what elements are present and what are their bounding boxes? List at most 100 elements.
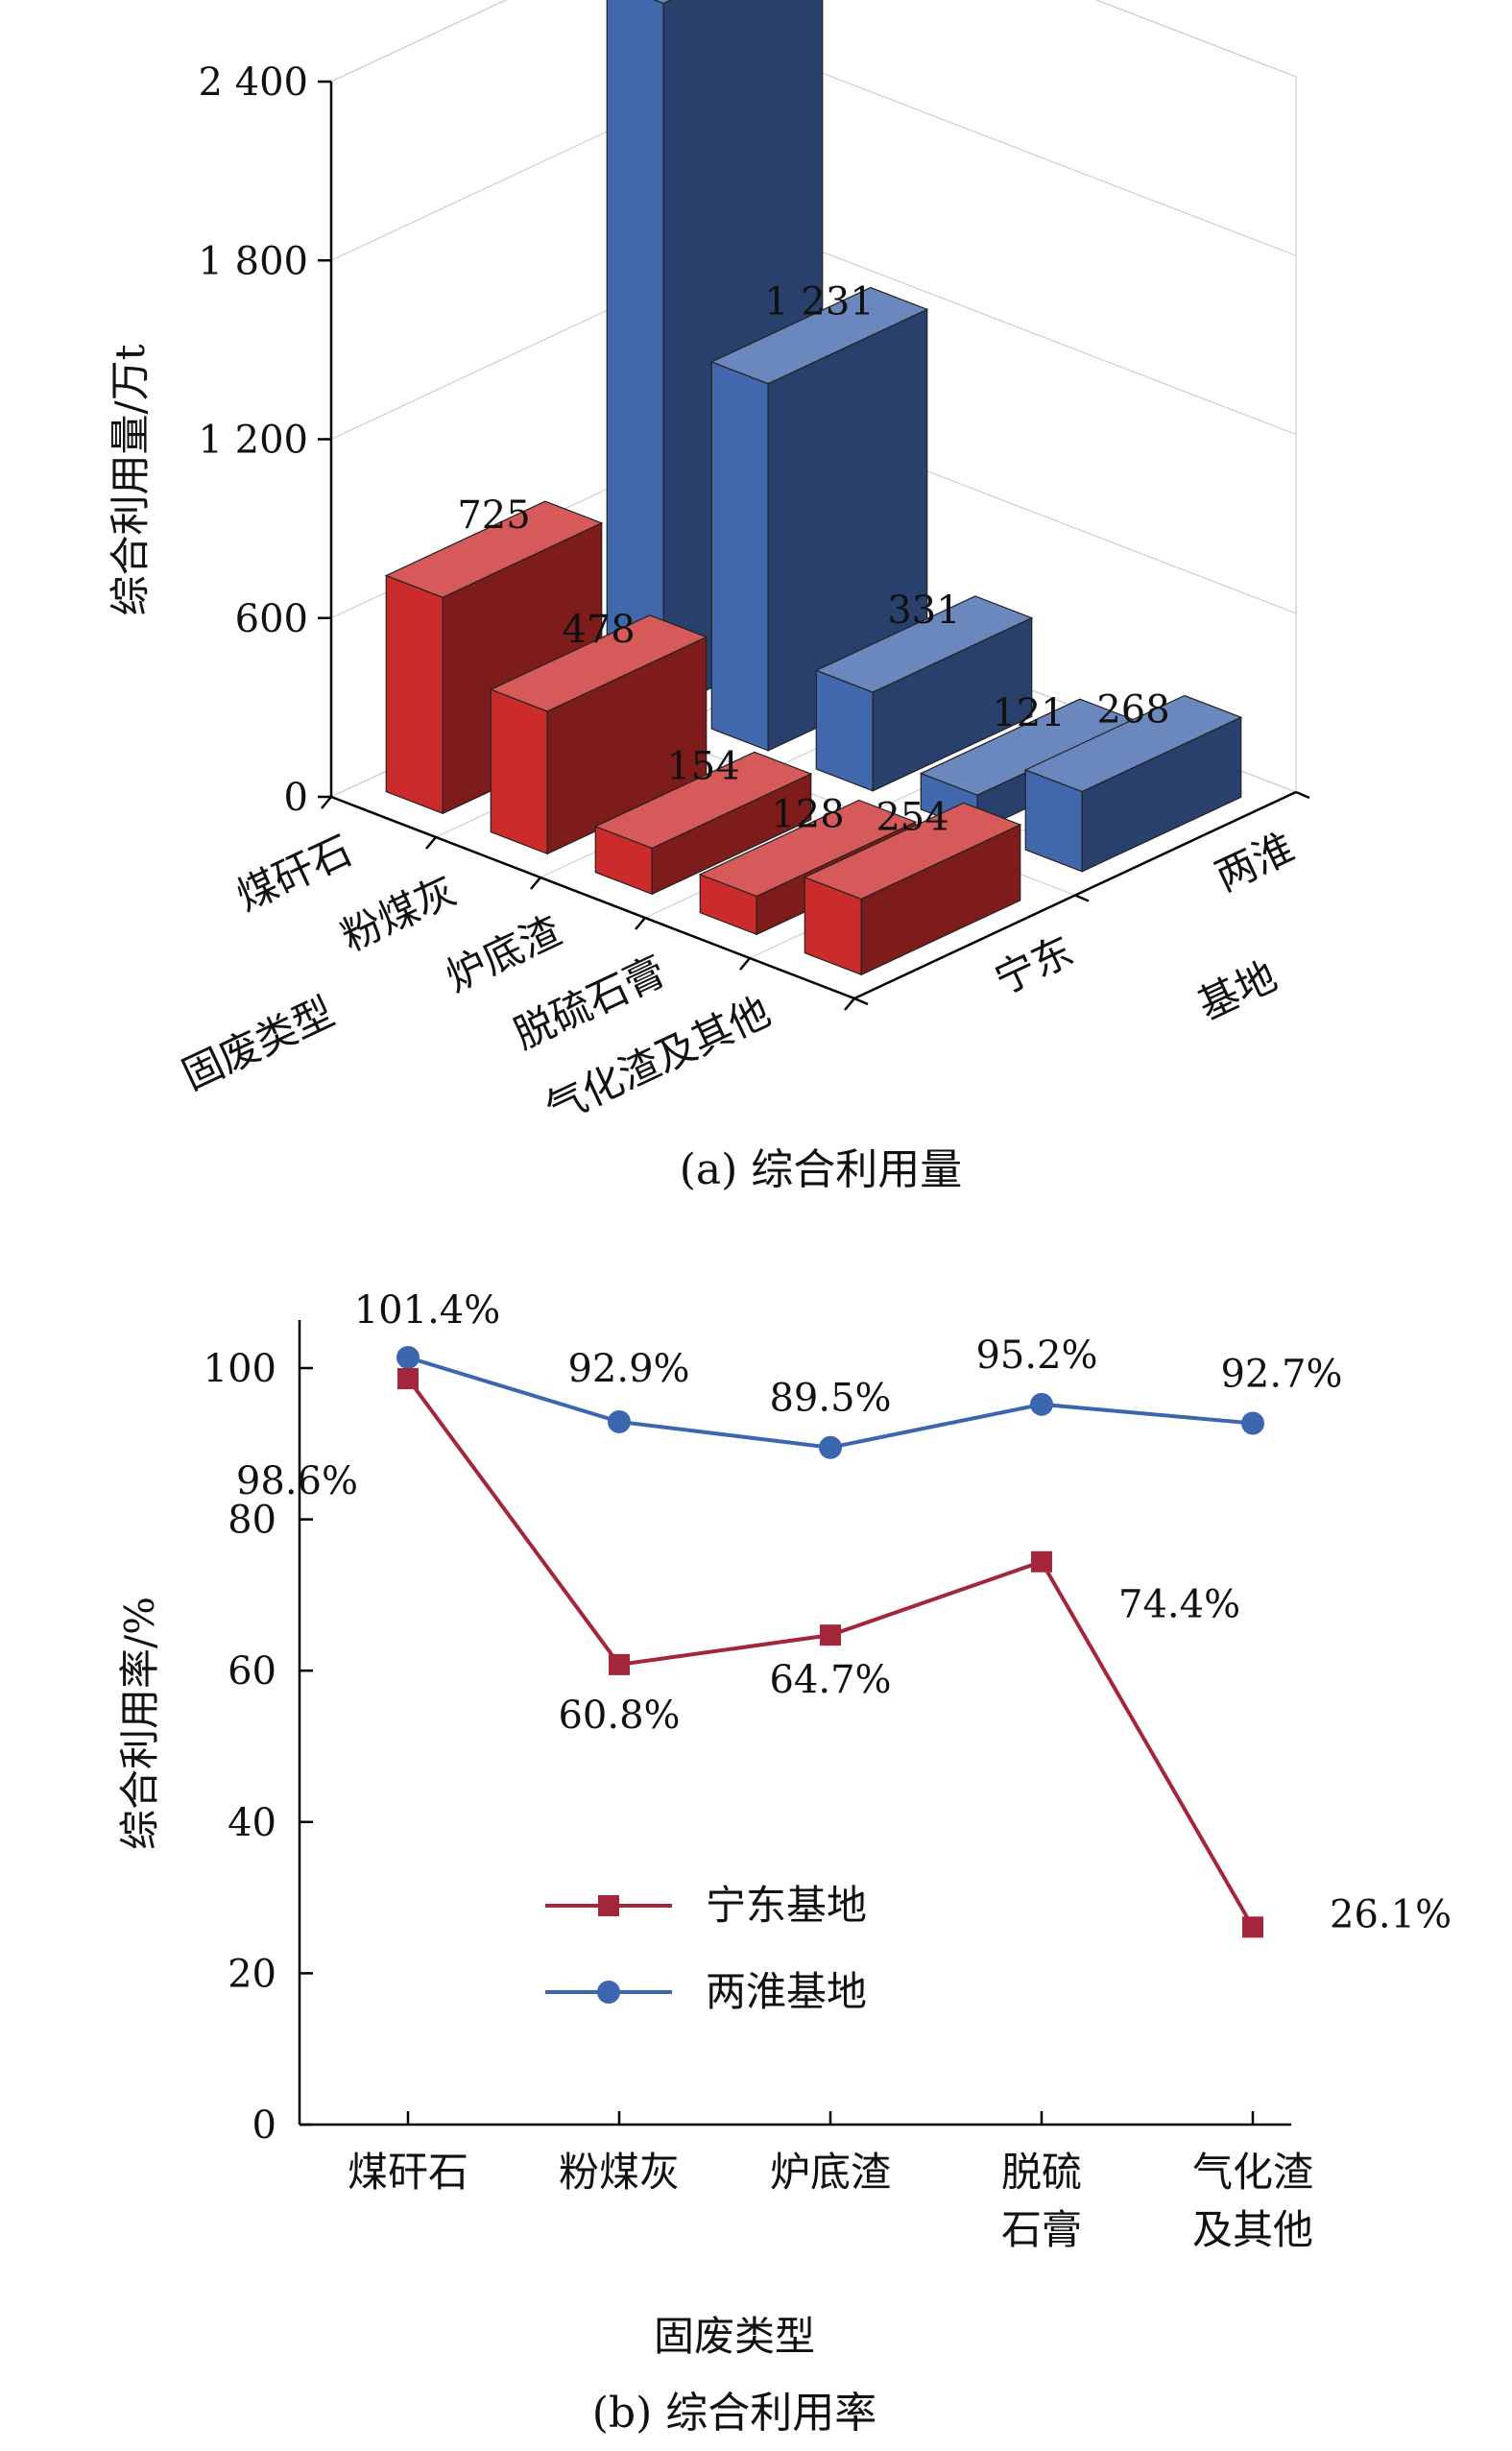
- x-category-label: 煤矸石: [348, 2149, 468, 2196]
- data-point-circle: [396, 1345, 420, 1369]
- x-category-label: 煤矸石: [229, 827, 359, 921]
- data-label: 95.2%: [975, 1334, 1097, 1378]
- bar-top-face: [593, 751, 813, 850]
- y-tick-label: 60: [228, 1649, 276, 1694]
- series-line: [406, 1377, 1255, 1929]
- legend-marker-circle: [597, 1981, 620, 2004]
- x-axis-title: 固废类型: [654, 2313, 815, 2360]
- data-point-square: [1031, 1550, 1052, 1573]
- legend-label: 两淮基地: [706, 1968, 867, 2015]
- x-tick: [530, 877, 541, 890]
- data-point-square: [397, 1368, 419, 1390]
- data-label: 101.4%: [354, 1288, 501, 1333]
- bar-top-face: [698, 799, 918, 898]
- data-label: 92.9%: [567, 1347, 689, 1391]
- bar-value-label: 331: [887, 589, 960, 633]
- legend-label: 宁东基地: [706, 1882, 867, 1929]
- data-point-circle: [1030, 1392, 1053, 1416]
- x-category-label: 粉煤灰: [559, 2149, 680, 2196]
- z-series-label: 宁东: [987, 926, 1080, 1003]
- bar-value-label: 478: [562, 608, 635, 652]
- y-tick-label: 100: [204, 1347, 276, 1391]
- x-category-label: 炉底渣: [439, 907, 568, 1001]
- x-category-label: 粉煤灰: [334, 867, 464, 961]
- chart-b-line: 0 20 40 60 80 100 煤矸石 粉煤灰 炉底渣 脱硫石膏 气化渣及其他 综合利用率/% 固废…: [116, 1288, 1452, 2438]
- y-axis-title: 综合利用率/%: [116, 1597, 163, 1850]
- x-axis: [330, 795, 855, 1000]
- data-point-circle: [608, 1409, 631, 1433]
- data-label: 60.8%: [558, 1694, 680, 1738]
- bar-front-face: [490, 688, 548, 855]
- x-tick: [321, 796, 332, 809]
- bar-lianghuai: [1023, 694, 1243, 873]
- bar-value-label: 1 231: [764, 280, 875, 324]
- y-tick-label: 0: [284, 776, 308, 820]
- bar-ningdong: [803, 802, 1022, 976]
- y-tick-label: 20: [228, 1952, 276, 1996]
- bar-top-face: [814, 595, 1034, 693]
- bar-value-label: 725: [457, 493, 530, 538]
- data-point-square: [1242, 1916, 1263, 1938]
- data-label: 26.1%: [1330, 1892, 1452, 1936]
- y-tick-label: 0: [252, 2103, 276, 2148]
- data-point-circle: [819, 1435, 842, 1459]
- y-tick-label: 40: [228, 1801, 276, 1845]
- bar-ningdong: [489, 614, 708, 855]
- data-label: 98.6%: [236, 1459, 358, 1503]
- x-category-label: 气化渣: [1192, 2149, 1313, 2196]
- x-tick: [739, 957, 751, 971]
- data-point-square: [820, 1624, 841, 1646]
- y-tick-label: 600: [235, 597, 308, 641]
- x-category-label: 炉底渣: [770, 2149, 891, 2196]
- x-axis-title: 固废类型: [175, 988, 341, 1099]
- caption-a: (a) 综合利用量: [680, 1145, 963, 1194]
- z-axis-title: 基地: [1190, 952, 1284, 1029]
- bar-value-label: 268: [1096, 688, 1169, 733]
- y-tick-label: 2 400: [198, 60, 308, 105]
- bar-ningdong: [593, 751, 813, 896]
- caption-b: (b) 综合利用率: [592, 2389, 876, 2438]
- data-label: 64.7%: [769, 1658, 891, 1702]
- bar-top-face: [653, 0, 672, 5]
- z-series-label: 两淮: [1208, 824, 1301, 901]
- bar-value-label: 128: [771, 793, 844, 837]
- x-category-label: 石膏: [1001, 2206, 1082, 2253]
- bar-lianghuai: [814, 595, 1034, 792]
- series-ningdong: 98.6% 60.8% 64.7% 74.4% 26.1%: [236, 1368, 1452, 1938]
- x-tick: [635, 917, 646, 930]
- bar-value-label: 121: [992, 691, 1065, 735]
- bar-top-face: [803, 802, 1022, 901]
- y-tick-label: 80: [228, 1499, 276, 1543]
- bar-front-face: [710, 361, 769, 752]
- x-tick: [844, 997, 855, 1011]
- y-axis-title: 综合利用量/万t: [107, 344, 154, 615]
- bar-front-face: [606, 0, 664, 711]
- bar-value-label: 254: [876, 795, 948, 839]
- x-tick: [425, 836, 437, 850]
- x-category-label: 脱硫: [1001, 2149, 1082, 2196]
- data-point-square: [609, 1653, 630, 1675]
- x-category-label: 及其他: [1192, 2206, 1313, 2253]
- legend-marker-square: [598, 1895, 619, 1916]
- series-lianghuai: 101.4% 92.9% 89.5% 95.2% 92.7%: [354, 1288, 1343, 1459]
- bar-top-face: [709, 286, 929, 385]
- bar-top-face: [1023, 694, 1243, 793]
- data-label: 92.7%: [1220, 1353, 1342, 1397]
- z-tick: [853, 997, 869, 1006]
- bar-top-face: [489, 614, 708, 712]
- z-tick: [1074, 894, 1090, 902]
- grid-line: [330, 0, 1297, 83]
- data-label: 74.4%: [1118, 1583, 1240, 1627]
- y-tick-label: 1 800: [198, 239, 308, 283]
- y-tick-label: 1 200: [198, 419, 308, 463]
- z-tick: [1295, 790, 1310, 800]
- bar-top-face: [384, 500, 604, 598]
- bar-front-face: [385, 574, 444, 815]
- bar-value-label: 154: [666, 744, 739, 788]
- data-point-circle: [1241, 1411, 1264, 1435]
- data-label: 89.5%: [769, 1377, 891, 1421]
